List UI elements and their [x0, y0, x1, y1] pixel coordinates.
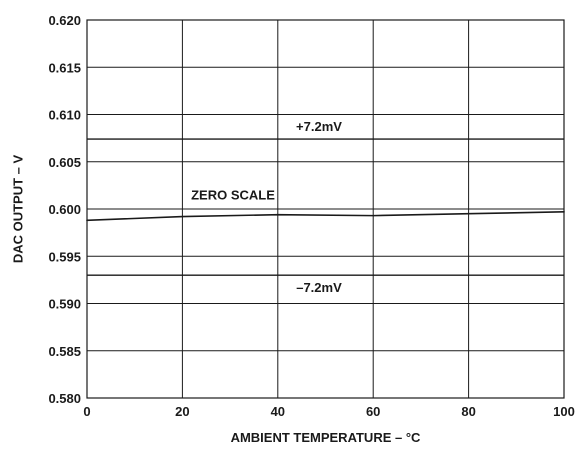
y-tick-label: 0.590 [48, 297, 81, 312]
x-tick-label: 80 [461, 404, 475, 419]
reference-line-label: +7.2mV [296, 119, 342, 134]
series-line [86, 211, 565, 222]
y-tick-label: 0.600 [48, 202, 81, 217]
series-label: ZERO SCALE [191, 188, 275, 203]
y-axis-title: DAC OUTPUT – V [11, 155, 26, 264]
data-point [372, 214, 375, 217]
x-tick-label: 20 [175, 404, 189, 419]
series [86, 211, 565, 222]
y-tick-label: 0.580 [48, 391, 81, 406]
y-tick-label: 0.610 [48, 108, 81, 123]
annotations: +7.2mV –7.2mV ZERO SCALE [191, 119, 342, 295]
x-tick-labels: 0 20 40 60 80 100 [83, 404, 574, 419]
data-point [181, 215, 184, 218]
data-point [277, 213, 279, 216]
data-point [467, 212, 470, 215]
y-tick-label: 0.620 [48, 13, 81, 28]
reference-lines [87, 138, 564, 276]
reference-line-label: –7.2mV [296, 280, 342, 295]
y-tick-label: 0.585 [48, 344, 81, 359]
y-tick-labels: 0.580 0.585 0.590 0.595 0.600 0.605 0.610 0.615… [48, 13, 81, 406]
x-axis-title: AMBIENT TEMPERATURE – °C [231, 430, 421, 445]
x-tick-label: 60 [366, 404, 380, 419]
x-tick-label: 40 [271, 404, 285, 419]
grid [86, 19, 565, 399]
x-tick-label: 0 [83, 404, 90, 419]
y-tick-label: 0.605 [48, 155, 81, 170]
y-tick-label: 0.595 [48, 249, 81, 264]
x-tick-label: 100 [553, 404, 575, 419]
y-tick-label: 0.615 [48, 60, 81, 75]
plot-frame [86, 19, 565, 399]
